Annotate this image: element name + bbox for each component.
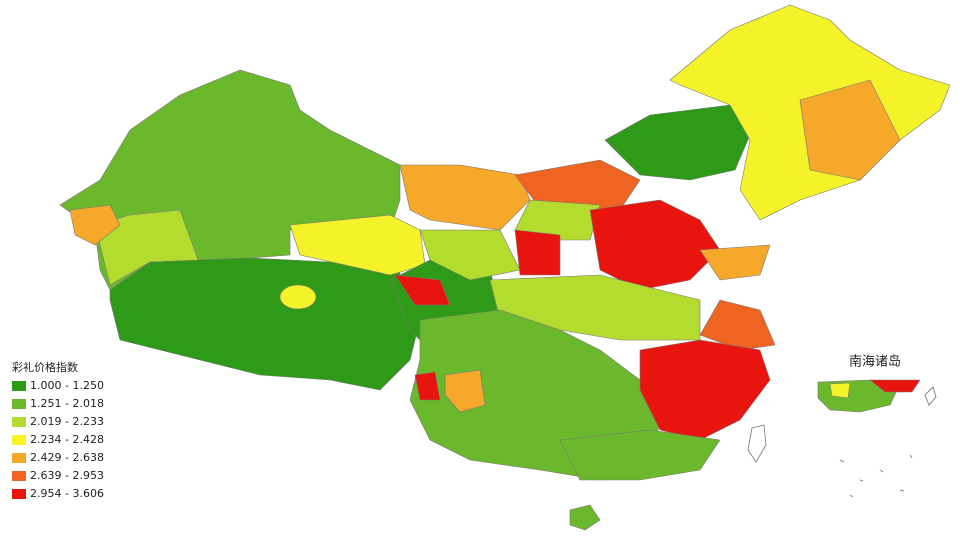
legend-label: 2.639 - 2.953 [30,469,104,482]
islands [839,386,937,498]
legend-swatch [12,453,26,463]
region [589,199,721,291]
legend-label: 2.954 - 3.606 [30,487,104,500]
region [604,104,751,181]
region [799,79,901,181]
inset-title: 南海诸岛 [849,354,901,370]
region [394,274,451,306]
taiwan [747,424,767,463]
region [699,299,776,351]
legend-swatch [12,489,26,499]
region [569,504,601,531]
inset-region [829,382,851,399]
legend-label: 2.429 - 2.638 [30,451,104,464]
region [109,257,421,391]
region [559,429,721,481]
regions [59,4,951,531]
region [414,371,441,401]
legend-swatch [12,399,26,409]
region [514,229,561,276]
inset: 南海诸岛 [817,354,937,498]
region [699,244,771,281]
legend-swatch [12,417,26,427]
region [444,369,486,413]
legend-title: 彩礼价格指数 [12,360,78,374]
region [279,284,317,310]
legend: 彩礼价格指数 1.000 - 1.250 1.251 - 2.018 2.019 -… [12,360,104,500]
legend-label: 2.234 - 2.428 [30,433,104,446]
region [419,229,521,281]
legend-swatch [12,471,26,481]
legend-label: 1.000 - 1.250 [30,379,104,392]
region [639,339,771,441]
legend-swatch [12,381,26,391]
legend-swatch [12,435,26,445]
inset-region [869,379,921,393]
region [399,164,531,231]
region [514,199,601,241]
legend-label: 2.019 - 2.233 [30,415,104,428]
region [69,204,121,246]
legend-label: 1.251 - 2.018 [30,397,104,410]
